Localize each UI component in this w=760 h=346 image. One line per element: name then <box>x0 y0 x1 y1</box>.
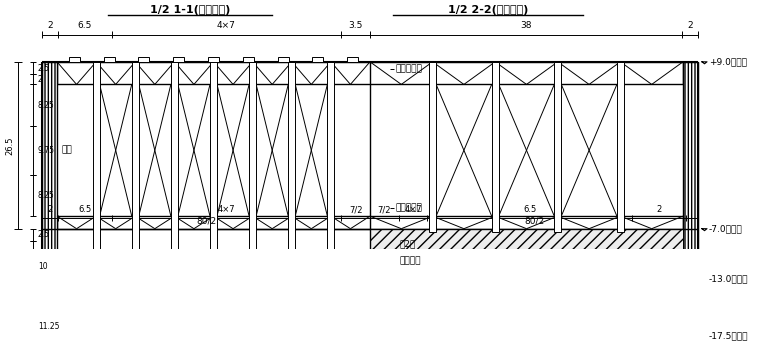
Text: 80/2: 80/2 <box>524 216 544 225</box>
Bar <box>288 62 295 333</box>
Text: +9.0吸笱顶: +9.0吸笱顶 <box>709 57 747 66</box>
Text: 2: 2 <box>38 75 43 84</box>
Text: 2: 2 <box>657 205 662 214</box>
Bar <box>312 57 323 62</box>
Bar <box>57 62 683 84</box>
Text: 2.5: 2.5 <box>38 64 50 73</box>
Bar <box>683 62 698 335</box>
Bar <box>459 335 468 346</box>
Bar <box>249 62 256 333</box>
Bar <box>584 335 594 346</box>
Text: 浇注承台: 浇注承台 <box>400 257 422 266</box>
Bar <box>370 229 683 279</box>
Bar <box>57 216 683 229</box>
Bar <box>93 62 100 333</box>
Text: 8.25: 8.25 <box>38 191 55 200</box>
Text: 80/2: 80/2 <box>196 216 216 225</box>
Text: 7/2: 7/2 <box>349 205 363 214</box>
Text: 4×7: 4×7 <box>217 205 236 214</box>
Bar <box>334 335 344 346</box>
Text: 2: 2 <box>687 21 692 30</box>
Text: 6.5: 6.5 <box>78 205 92 214</box>
Bar <box>271 335 280 346</box>
Bar <box>492 62 499 231</box>
Text: 2.5: 2.5 <box>38 230 50 239</box>
Bar <box>138 57 150 62</box>
Text: 1/2 2-2(承台施工): 1/2 2-2(承台施工) <box>448 5 528 15</box>
Text: 2: 2 <box>47 21 53 30</box>
Text: 吸柆: 吸柆 <box>62 146 73 155</box>
Bar <box>208 57 219 62</box>
Text: 2: 2 <box>48 205 53 214</box>
Bar <box>617 62 624 231</box>
Text: -13.0承台底: -13.0承台底 <box>709 274 749 283</box>
Bar <box>429 62 436 231</box>
Text: 9.75: 9.75 <box>38 146 55 155</box>
Text: 26.5: 26.5 <box>5 136 14 155</box>
Bar <box>84 335 93 346</box>
Text: 分2次: 分2次 <box>400 239 416 248</box>
Text: 38: 38 <box>520 21 531 30</box>
Text: 10: 10 <box>38 262 48 271</box>
Bar <box>147 335 155 346</box>
Bar <box>277 57 289 62</box>
Bar <box>347 57 358 62</box>
Text: 4×7: 4×7 <box>404 205 422 214</box>
Bar <box>648 335 656 346</box>
Bar <box>522 335 531 346</box>
Bar <box>131 62 139 333</box>
Bar <box>171 62 178 333</box>
Text: 4×7: 4×7 <box>217 21 236 30</box>
Text: -7.0承台顶: -7.0承台顶 <box>709 224 743 233</box>
Text: 3.5: 3.5 <box>349 21 363 30</box>
Text: 顶层内支橕: 顶层内支橕 <box>395 64 422 73</box>
Text: 8.25: 8.25 <box>38 101 55 110</box>
Text: 7/2: 7/2 <box>378 205 391 214</box>
Bar <box>69 57 80 62</box>
Bar <box>242 57 254 62</box>
Bar <box>209 335 218 346</box>
Text: 6.5: 6.5 <box>524 205 537 214</box>
Text: 11.25: 11.25 <box>38 322 59 331</box>
Bar <box>370 279 683 335</box>
Bar <box>42 62 57 335</box>
Bar <box>397 335 406 346</box>
Bar <box>328 62 334 333</box>
Text: 底层内支橕: 底层内支橕 <box>395 203 422 212</box>
Bar <box>554 62 562 231</box>
Bar <box>103 57 115 62</box>
Bar <box>210 62 217 333</box>
Text: -17.5吸笱底: -17.5吸笱底 <box>709 331 749 340</box>
Bar <box>173 57 184 62</box>
Text: 1/2 1-1(封底施工): 1/2 1-1(封底施工) <box>150 5 230 15</box>
Text: 6.5: 6.5 <box>78 21 92 30</box>
